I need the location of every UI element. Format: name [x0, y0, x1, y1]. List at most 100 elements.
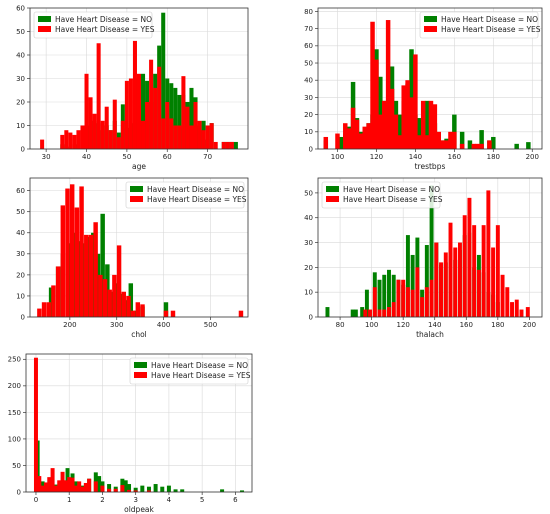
histogram-bar	[526, 142, 531, 149]
histogram-bar	[432, 104, 438, 149]
histogram-bar	[69, 184, 75, 317]
legend-label: Have Heart Disease = YES	[55, 25, 155, 34]
chart-panel-age: 30 40 50 60 70 0 10 20 30 40 50 60 age Have Heart Dis…	[16, 4, 249, 171]
histogram-bar	[366, 123, 371, 149]
histogram-bar	[67, 243, 73, 317]
y-tick-label: 70	[304, 25, 313, 33]
histogram-bar	[68, 132, 73, 149]
histogram-bar	[481, 225, 486, 317]
histogram-bar	[120, 485, 125, 492]
histogram-bar	[335, 133, 340, 149]
histogram-bar	[116, 245, 122, 317]
histogram-bar	[354, 119, 360, 149]
histogram-bar	[123, 480, 128, 492]
histogram-bar	[475, 143, 480, 149]
y-tick-label: 40	[304, 77, 313, 85]
histogram-bar	[213, 141, 218, 149]
histogram-bar	[360, 307, 365, 317]
histogram-bar	[100, 213, 105, 317]
legend-swatch-no	[134, 362, 147, 368]
histogram-bar	[72, 134, 77, 149]
histogram-bar	[136, 73, 142, 149]
x-tick-label: 140	[428, 321, 441, 329]
legend-box	[321, 181, 441, 209]
histogram-bar	[413, 54, 418, 149]
histogram-bar	[55, 266, 61, 317]
histogram-bar	[153, 484, 158, 492]
legend-label: Have Heart Disease = NO	[343, 185, 440, 194]
y-tick-label: 40	[304, 214, 313, 222]
histogram-bar	[93, 481, 98, 492]
histogram-bar	[128, 78, 133, 149]
histogram-bar	[166, 485, 171, 492]
histogram-bar	[358, 133, 364, 149]
histogram-bar	[378, 76, 383, 149]
x-tick-label: 180	[487, 153, 500, 161]
histogram-bar	[60, 471, 65, 492]
histogram-bar	[444, 140, 449, 149]
legend-box	[33, 11, 153, 39]
y-tick-label: 40	[16, 51, 25, 59]
series-yes	[37, 184, 244, 317]
histogram-bar	[417, 135, 422, 149]
y-tick-label: 0	[21, 313, 25, 321]
y-tick-label: 20	[16, 98, 25, 106]
histogram-bar	[434, 242, 439, 317]
axes-frame	[317, 177, 543, 318]
histogram-bar	[448, 222, 453, 317]
histogram-bar	[439, 262, 444, 317]
legend-label: Have Heart Disease = YES	[343, 195, 443, 204]
histogram-bar	[108, 130, 113, 149]
histogram-bar	[127, 489, 132, 492]
x-axis-label: thalach	[416, 330, 444, 339]
histogram-bar	[145, 102, 150, 149]
histogram-bar	[146, 486, 151, 492]
y-tick-label: 0	[17, 488, 21, 496]
histogram-bar	[424, 245, 429, 317]
histogram-bar	[161, 12, 166, 150]
y-tick-label: 80	[304, 8, 313, 16]
histogram-bar	[458, 242, 462, 317]
histogram-bar	[325, 307, 330, 317]
series-yes	[323, 20, 492, 150]
histogram-bar	[424, 100, 430, 149]
histogram-bar	[514, 299, 519, 317]
histogram-bar	[387, 307, 391, 317]
histogram-bar	[119, 293, 124, 317]
histogram-bar	[37, 476, 42, 492]
histogram-bar	[37, 308, 42, 317]
series-yes	[363, 190, 530, 317]
y-tick-label: 0	[21, 145, 25, 153]
histogram-bar	[428, 100, 434, 149]
histogram-bar	[514, 143, 519, 149]
histogram-bar	[91, 232, 96, 317]
histogram-bar	[123, 300, 129, 317]
axes-frame	[29, 177, 249, 318]
x-tick-label: 5	[200, 496, 204, 504]
histogram-bar	[220, 489, 225, 492]
histogram-bar	[173, 87, 178, 149]
histogram-bar	[40, 139, 45, 149]
histogram-bar	[417, 118, 422, 149]
histogram-bar	[100, 120, 105, 149]
histogram-bar	[86, 236, 91, 317]
histogram-bar	[112, 99, 117, 149]
legend-swatch-yes	[424, 26, 437, 32]
histogram-bar	[424, 135, 430, 149]
histogram-bar	[476, 269, 481, 317]
y-tick-label: 60	[16, 4, 25, 12]
y-tick-label: 0	[309, 313, 313, 321]
histogram-bar	[467, 197, 472, 317]
histogram-bar	[173, 125, 178, 149]
x-tick-label: 400	[157, 321, 170, 329]
histogram-bar	[77, 481, 82, 492]
histogram-bar	[149, 59, 154, 150]
histogram-bar	[109, 291, 115, 317]
y-tick-label: 150	[8, 409, 21, 417]
histogram-bar	[88, 234, 94, 317]
x-tick-label: 3	[133, 496, 137, 504]
histogram-bar	[374, 59, 379, 149]
